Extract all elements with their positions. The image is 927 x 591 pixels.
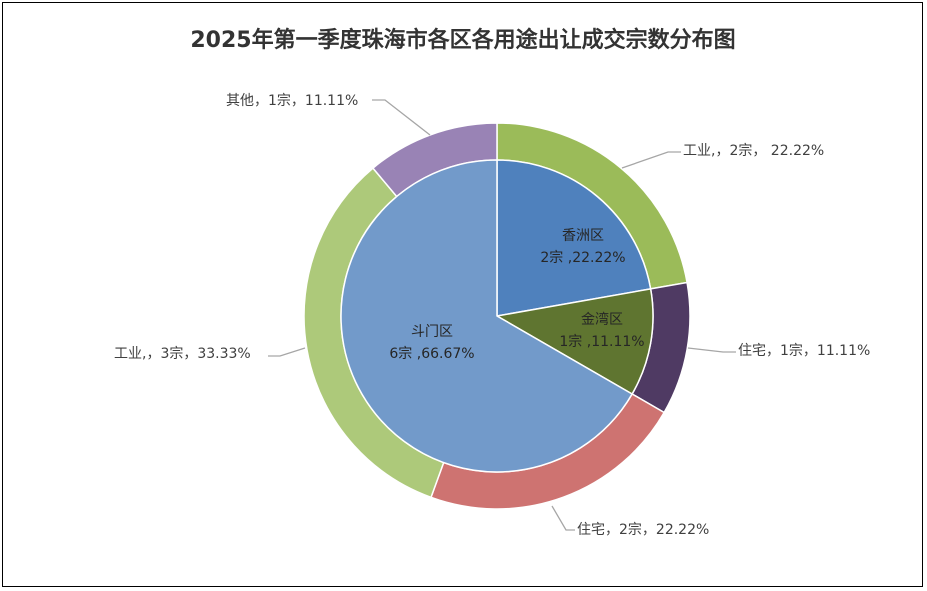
leader-line-0 bbox=[621, 151, 681, 169]
inner-slice-0 bbox=[496, 159, 652, 317]
inner-label-name-2: 斗门区 bbox=[411, 324, 453, 340]
leader-line-2 bbox=[551, 505, 575, 531]
inner-label-value-1: 1宗 ,11.11% bbox=[559, 334, 644, 350]
chart-title: 2025年第一季度珠海市各区各用途出让成交宗数分布图 bbox=[190, 27, 735, 53]
leader-line-3 bbox=[268, 347, 306, 357]
outer-label-3: 工业,，3宗，33.33% bbox=[114, 346, 251, 362]
inner-label-name-0: 香洲区 bbox=[562, 228, 604, 244]
inner-label-value-0: 2宗 ,22.22% bbox=[540, 250, 625, 266]
leader-line-4 bbox=[372, 99, 431, 136]
outer-label-1: 住宅，1宗，11.11% bbox=[738, 343, 870, 359]
leader-lines bbox=[268, 99, 736, 531]
outer-label-0: 工业,，2宗， 22.22% bbox=[683, 143, 824, 159]
inner-slice-1 bbox=[494, 288, 654, 396]
outer-label-4: 其他，1宗，11.11% bbox=[226, 93, 358, 109]
outer-label-2: 住宅，2宗，22.22% bbox=[577, 522, 709, 538]
slice-labels: 香洲区 2宗 ,22.22% 金湾区 1宗 ,11.11% 斗门区 6宗 ,66.67% 工… bbox=[114, 93, 870, 538]
leader-line-1 bbox=[687, 347, 736, 353]
inner-pie bbox=[340, 159, 654, 473]
inner-label-value-2: 6宗 ,66.67% bbox=[389, 346, 474, 362]
inner-label-name-1: 金湾区 bbox=[581, 311, 623, 328]
inner-slice-2 bbox=[340, 159, 634, 473]
